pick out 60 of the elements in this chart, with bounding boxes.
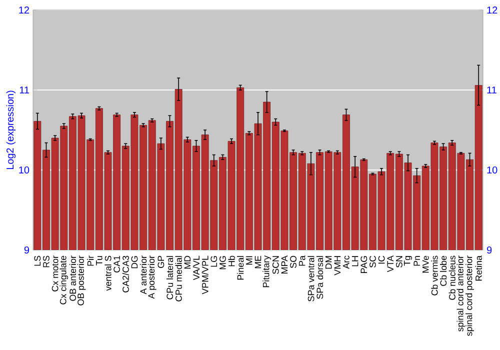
x-tick-label: MG — [220, 256, 226, 270]
x-tick-label: Hb — [228, 256, 235, 266]
x-tick-label: CA2/CA3 — [122, 256, 129, 292]
x-tick-label: spinal cord posterior — [466, 256, 474, 336]
x-tick-label: Cx motor — [52, 256, 58, 292]
x-tick-label: LH — [352, 256, 358, 266]
y-tick-label: 11 — [20, 86, 29, 94]
x-tick-label: MI — [246, 256, 252, 265]
x-tick-label: Pineal — [237, 256, 244, 280]
x-tick-label: SN — [396, 256, 402, 268]
x-tick-label: LG — [210, 256, 218, 267]
y-axis-title: Log2 (expression) — [6, 90, 16, 170]
x-tick-label: Tu — [96, 256, 102, 266]
x-tick-label: Retina — [475, 255, 482, 281]
x-tick-label: Cx cingulate — [60, 256, 68, 304]
x-tick-label: LS — [34, 256, 41, 266]
x-tick-label: IC — [378, 256, 385, 264]
x-tick-label: SO — [290, 256, 296, 268]
x-tick-label: OB posterior — [77, 256, 86, 306]
x-tick-label: DM — [326, 256, 332, 269]
x-tick-label: SPa dorsal — [316, 256, 324, 299]
y-tick-label: 9 — [24, 246, 30, 254]
x-tick-label: Tg — [404, 256, 412, 266]
x-tick-label: GP — [158, 256, 164, 268]
x-tick-label: Arc — [343, 256, 350, 269]
x-tick-label: VPM/VPL — [202, 256, 208, 294]
y2-tick-label: 11 — [487, 86, 496, 94]
x-tick-label: MPA — [281, 255, 288, 274]
x-tick-label: Pir — [87, 256, 94, 266]
x-tick-label: VTA — [387, 255, 394, 272]
x-tick-label: MD — [184, 256, 190, 269]
x-tick-label: Pituitary — [262, 255, 271, 288]
x-tick-label: RS — [43, 256, 50, 268]
y2-tick-label: 10 — [487, 166, 498, 174]
x-tick-label: Cb vermis — [431, 256, 438, 296]
y2-tick-label: 9 — [486, 246, 492, 254]
x-tick-label: MVe — [422, 256, 429, 273]
x-tick-label: Pn — [414, 256, 420, 266]
x-tick-label: SC — [370, 256, 376, 268]
x-tick-label: VMH — [334, 256, 340, 276]
y-tick-label: 10 — [19, 166, 30, 174]
x-tick-label: OB anterior — [69, 256, 76, 301]
x-tick-label: A anterior — [140, 256, 147, 294]
x-tick-label: PAG — [360, 256, 368, 273]
x-tick-label: VA/VL — [192, 256, 200, 280]
x-tick-label: spinal cord anterior — [456, 256, 466, 332]
x-tick-label: CA1 — [114, 256, 120, 272]
x-tick-label: ME — [254, 256, 262, 268]
x-tick-label: A posterior — [148, 256, 156, 299]
x-tick-label: DG — [131, 256, 138, 268]
x-tick-label: CPu lateral — [166, 256, 174, 300]
x-tick-label: Cb lobe — [440, 256, 447, 286]
x-tick-label: SCN — [272, 256, 279, 274]
y2-tick-label: 12 — [487, 6, 498, 14]
x-tick-label: Cb nucleus — [448, 256, 456, 300]
x-tick-label: Pa — [298, 255, 306, 266]
x-tick-label: SPa ventral — [308, 256, 314, 302]
x-tick-label: ventral S — [104, 256, 112, 291]
y-tick-label: 12 — [19, 6, 29, 14]
x-tick-label: CPu medial — [175, 256, 182, 302]
